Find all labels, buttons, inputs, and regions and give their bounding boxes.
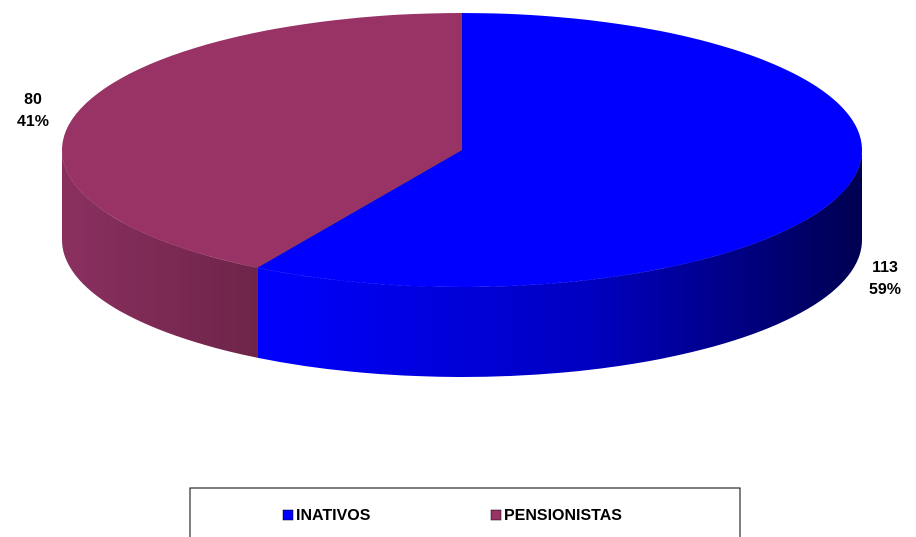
pie-slice bbox=[257, 13, 862, 287]
percent-label: 59% bbox=[869, 281, 901, 298]
legend-swatch bbox=[282, 509, 294, 521]
pie: 113 59% 80 41% bbox=[17, 13, 901, 377]
legend-box bbox=[189, 487, 741, 537]
legend-swatch bbox=[490, 509, 502, 521]
pie-slice bbox=[61, 13, 463, 268]
pie-side bbox=[257, 150, 862, 377]
data-label: 113 bbox=[872, 259, 898, 276]
legend-label: INATIVOS bbox=[296, 507, 371, 524]
slice-edge bbox=[257, 149, 463, 268]
pie-side bbox=[62, 150, 258, 358]
legend: INATIVOS PENSIONISTAS bbox=[282, 507, 622, 524]
percent-label: 41% bbox=[17, 113, 49, 130]
legend-label: PENSIONISTAS bbox=[504, 507, 622, 524]
data-label: 80 bbox=[24, 91, 42, 108]
